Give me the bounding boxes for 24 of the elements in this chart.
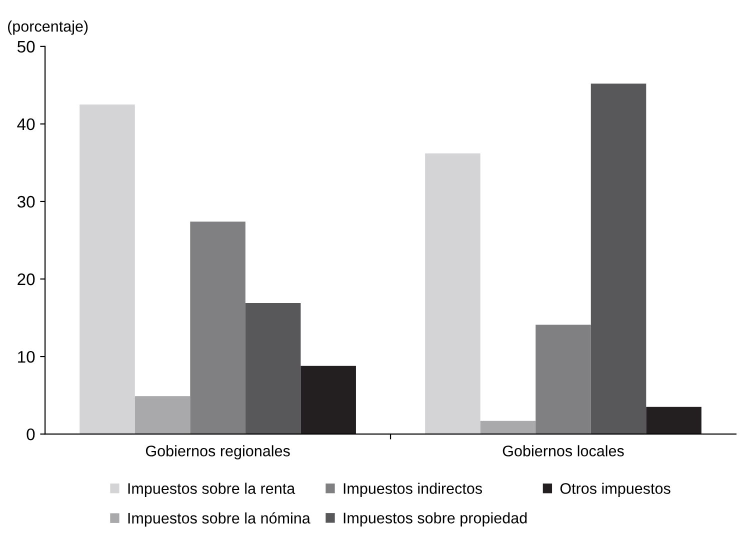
legend-label: Impuestos indirectos bbox=[344, 482, 482, 497]
legend-label: Impuestos sobre la nómina bbox=[128, 512, 310, 527]
bar bbox=[245, 303, 301, 434]
x-tick-label: Gobiernos regionales bbox=[146, 445, 290, 460]
legend-label: Impuestos sobre propiedad bbox=[344, 512, 527, 526]
y-tick-label: 0 bbox=[26, 428, 35, 440]
bar bbox=[190, 222, 246, 434]
y-axis-title: (porcentaje) bbox=[8, 20, 88, 35]
bar bbox=[590, 84, 646, 434]
bar bbox=[425, 153, 480, 434]
y-tick-label: 30 bbox=[17, 196, 35, 208]
bar bbox=[300, 366, 356, 434]
y-tick-label: 50 bbox=[17, 40, 35, 53]
bar bbox=[536, 324, 591, 434]
bar bbox=[80, 104, 135, 434]
legend-label: Impuestos sobre la renta bbox=[128, 482, 296, 497]
y-tick-label: 40 bbox=[17, 118, 35, 130]
bar bbox=[134, 396, 190, 434]
y-tick-label: 10 bbox=[18, 350, 35, 363]
y-tick-label: 20 bbox=[18, 273, 35, 286]
bar bbox=[480, 420, 536, 434]
x-tick-label: Gobiernos locales bbox=[502, 445, 624, 456]
legend-label: Otros impuestos bbox=[560, 482, 670, 497]
bar bbox=[646, 406, 702, 434]
